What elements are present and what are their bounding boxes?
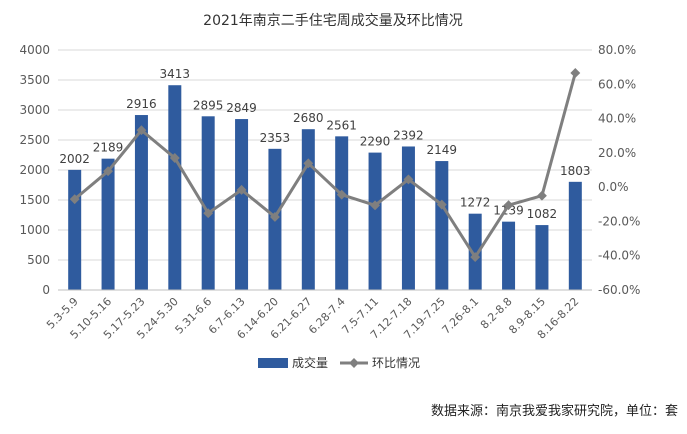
bar (101, 158, 115, 290)
bar (201, 116, 215, 290)
bar-value-label: 2353 (260, 131, 291, 145)
line-point (203, 208, 214, 219)
bar-value-label: 2680 (293, 111, 324, 125)
y-right-tick-label: -40.0% (598, 249, 640, 263)
y-left-tick-label: 1000 (19, 223, 50, 237)
y-right-tick-label: 60.0% (598, 77, 636, 91)
chart-title: 2021年南京二手住宅周成交量及环比情况 (203, 12, 463, 29)
bar-value-label: 1139 (493, 204, 524, 218)
bar-value-label: 2895 (193, 98, 224, 112)
line-point (336, 189, 347, 200)
y-right-tick-label: 20.0% (598, 146, 636, 160)
y-right-tick-label: 80.0% (598, 43, 636, 57)
y-left-tick-label: 3500 (19, 73, 50, 87)
y-left-tick-label: 2500 (19, 133, 50, 147)
bar (168, 85, 182, 290)
line-point (69, 194, 80, 205)
line-point (103, 166, 114, 177)
bar-value-label: 2916 (126, 97, 157, 111)
bar-series (68, 85, 582, 290)
bar (368, 152, 382, 290)
bar-value-label: 2002 (59, 152, 90, 166)
y-left-tick-label: 0 (42, 283, 50, 297)
bar-value-label: 2392 (393, 128, 424, 142)
legend-bar-swatch (258, 358, 288, 368)
bar (535, 225, 549, 290)
line-series (69, 68, 581, 263)
line-point (136, 125, 147, 136)
y-right-tick-label: 0.0% (598, 180, 629, 194)
y-left-tick-label: 4000 (19, 43, 50, 57)
y-left-tick-label: 1500 (19, 193, 50, 207)
bar-value-label: 2290 (360, 135, 391, 149)
bar (68, 169, 82, 290)
legend-line-label: 环比情况 (372, 356, 420, 370)
line-point (570, 68, 581, 78)
x-tick-label: 7.26-8.1 (440, 295, 482, 337)
y-right-tick-label: 40.0% (598, 112, 636, 126)
bar (468, 213, 482, 290)
line-point (436, 199, 447, 210)
y-axis-left: 0 500 1000 1500 2000 2500 3000 3500 4000 (19, 43, 50, 297)
bar (568, 181, 582, 290)
bar (134, 115, 148, 290)
source-note: 数据来源：南京我爱我家研究院，单位：套 (430, 404, 678, 419)
bar (435, 161, 449, 290)
line-path (73, 72, 577, 259)
legend: 成交量 环比情况 (258, 355, 420, 370)
y-left-tick-label: 500 (27, 253, 50, 267)
bar-value-label: 2149 (427, 143, 458, 157)
line-point (236, 184, 247, 195)
bar-value-label: 2849 (226, 101, 257, 115)
bar-value-label: 1082 (527, 207, 558, 221)
bar (235, 119, 249, 290)
bar (502, 221, 516, 290)
y-left-tick-label: 2000 (19, 163, 50, 177)
y-right-tick-label: -60.0% (598, 283, 640, 297)
bar-value-label: 1272 (460, 196, 491, 210)
bar (401, 146, 415, 290)
y-left-tick-label: 3000 (19, 103, 50, 117)
x-axis: 5.3-5.95.10-5.165.17-5.235.24-5.305.31-6… (44, 289, 592, 342)
legend-line-marker (349, 358, 359, 368)
line-point (536, 190, 547, 201)
bar (301, 129, 315, 290)
line-point (169, 153, 180, 163)
bar-value-label: 1803 (560, 164, 591, 178)
bar-value-label: 2561 (326, 118, 357, 132)
y-right-tick-label: -20.0% (598, 214, 640, 228)
y-axis-right: -60.0% -40.0% -20.0% 0.0% 20.0% 40.0% 60.0% 80.… (598, 43, 640, 297)
line-point (470, 252, 481, 263)
line-point (403, 174, 414, 185)
line-point (370, 200, 381, 211)
bar (335, 136, 349, 290)
bar-value-label: 3413 (160, 67, 191, 81)
bar-value-label: 2189 (93, 141, 124, 155)
line-point (269, 212, 280, 222)
line-point (303, 158, 314, 169)
line-point (503, 200, 514, 211)
legend-bar-label: 成交量 (292, 355, 328, 370)
